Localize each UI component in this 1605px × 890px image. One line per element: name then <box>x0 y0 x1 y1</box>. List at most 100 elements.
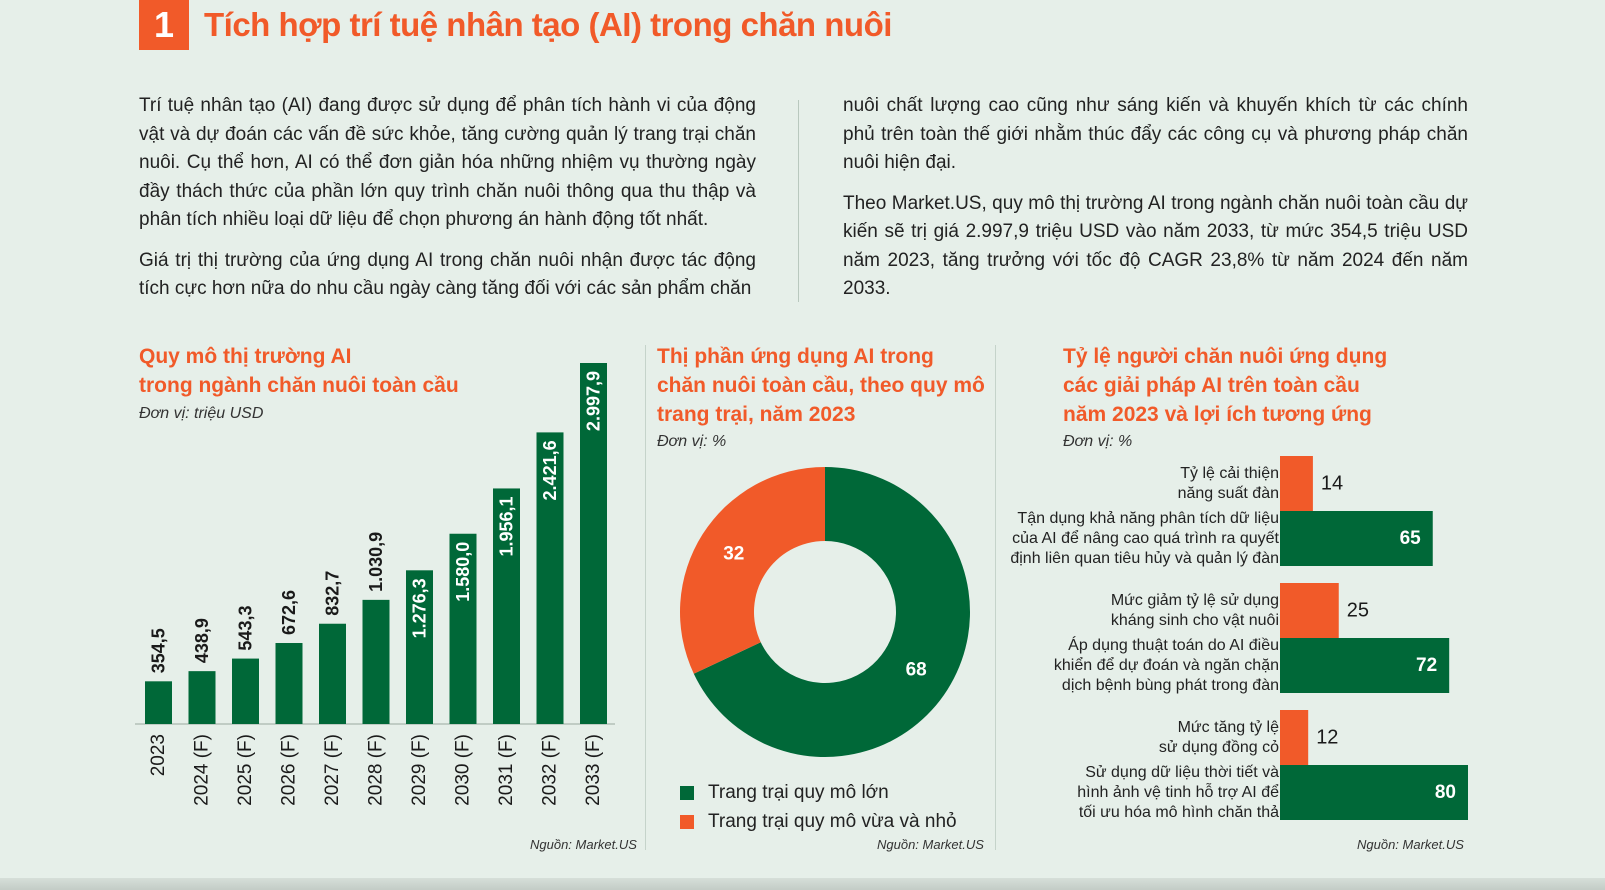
donut-slice <box>693 467 970 757</box>
bar-value-label: 14 <box>1321 473 1343 495</box>
label-line: của AI để nâng cao quá trình ra quyết <box>1012 529 1279 547</box>
bar-value-label: 25 <box>1347 600 1369 622</box>
x-tick-label: 2023 <box>148 734 169 776</box>
market-size-bar <box>275 643 303 724</box>
legend-swatch <box>680 785 694 800</box>
bar-value-label: 672,6 <box>279 590 299 635</box>
solution-label: Tận dụng khả năng phân tích dữ liệu của A… <box>959 509 1279 569</box>
market-size-bar <box>493 488 520 724</box>
chart-title-line: trang trại, năm 2023 <box>657 403 856 426</box>
x-tick-label: 2030 (F) <box>453 734 474 806</box>
bar-value-label: 1.276,3 <box>410 578 430 638</box>
x-tick-label: 2024 (F) <box>192 734 213 806</box>
bar-value-label: 1.030,9 <box>366 532 386 592</box>
article-right-column: nuôi chất lượng cao cũng như sáng kiến v… <box>843 92 1468 316</box>
bar-value-label: 80 <box>1435 782 1456 803</box>
bar-value-label: 1.956,1 <box>497 496 517 556</box>
solution-bar <box>1280 638 1450 693</box>
chart-title-line: Quy mô thị trường AI <box>139 345 352 368</box>
solution-label: Sử dụng dữ liệu thời tiết và hình ảnh vệ … <box>959 763 1279 823</box>
legend-item-small-medium-farms: Trang trại quy mô vừa và nhỏ <box>680 807 957 836</box>
market-size-chart-source: Nguồn: Market.US <box>530 837 637 852</box>
label-line: Áp dụng thuật toán do AI điều <box>1068 636 1279 654</box>
farm-share-chart-unit: Đơn vị: % <box>657 433 727 450</box>
x-tick-label: 2027 (F) <box>322 734 343 806</box>
label-line: sử dụng đồng cỏ <box>1158 738 1279 756</box>
market-size-bar-chart: 354,5 2023 438,9 2024 (F) 543,3 2025 (F) 672,6… <box>135 363 615 806</box>
farm-share-chart-source: Nguồn: Market.US <box>877 837 984 852</box>
ai-adoption-chart-unit: Đơn vị: % <box>1063 433 1133 450</box>
market-size-bar <box>319 623 346 724</box>
legend-label: Trang trại quy mô lớn <box>708 781 889 803</box>
bar-value-label: 2.421,6 <box>540 440 560 500</box>
chart-title-line: năm 2023 và lợi ích tương ứng <box>1063 403 1372 426</box>
section-number-badge: 1 <box>139 0 189 50</box>
label-line: tối ưu hóa mô hình chăn thả <box>1078 803 1279 821</box>
market-size-bar <box>406 570 433 724</box>
chart-divider <box>645 345 646 850</box>
ai-adoption-chart-title: Tỷ lệ người chăn nuôi ứng dụng các giải … <box>1063 342 1387 429</box>
bar-value-label: 354,5 <box>149 628 169 673</box>
x-tick-label: 2025 (F) <box>235 734 256 806</box>
market-size-bar <box>362 599 390 724</box>
bar-value-label: 1.580,0 <box>453 542 473 602</box>
solution-bar <box>1280 511 1433 566</box>
slice-value-label: 32 <box>723 544 744 565</box>
legend-swatch <box>680 814 694 829</box>
label-line: năng suất đàn <box>1177 484 1279 502</box>
label-line: Mức giảm tỷ lệ sử dụng <box>1110 591 1279 609</box>
article-paragraph: Theo Market.US, quy mô thị trường AI tro… <box>843 192 1468 300</box>
label-line: khiển để dự đoán và ngăn chặn <box>1053 656 1279 674</box>
market-size-bar <box>536 432 564 724</box>
x-tick-label: 2033 (F) <box>583 734 604 806</box>
farm-share-chart-title: Thị phần ứng dụng AI trong chăn nuôi toà… <box>657 342 985 429</box>
article-paragraph: Trí tuệ nhân tạo (AI) đang được sử dụng … <box>139 95 756 230</box>
farm-share-legend: Trang trại quy mô lớn Trang trại quy mô … <box>680 778 957 836</box>
legend-item-large-farms: Trang trại quy mô lớn <box>680 778 957 807</box>
chart-divider <box>995 345 996 850</box>
bar-value-label: 72 <box>1416 655 1437 676</box>
label-line: hình ảnh vệ tinh hỗ trợ AI để <box>1077 783 1279 801</box>
label-line: định liên quan tiêu hủy và quản lý đàn <box>1010 549 1279 567</box>
farm-share-donut-chart: 68 32 <box>680 467 970 757</box>
chart-title-line: chăn nuôi toàn cầu, theo quy mô <box>657 374 985 397</box>
chart-title-line: trong ngành chăn nuôi toàn cầu <box>139 374 459 397</box>
x-tick-label: 2029 (F) <box>409 734 430 806</box>
article-left-column: Trí tuệ nhân tạo (AI) đang được sử dụng … <box>139 92 756 316</box>
article-paragraph: Giá trị thị trường của ứng dụng AI trong… <box>139 249 756 300</box>
bottom-edge-shadow <box>0 878 1605 890</box>
bar-value-label: 12 <box>1316 727 1338 749</box>
market-size-bar <box>232 658 259 724</box>
ai-adoption-chart-source: Nguồn: Market.US <box>1357 837 1464 852</box>
x-tick-label: 2031 (F) <box>496 734 517 806</box>
benefit-bar <box>1280 583 1339 638</box>
benefit-label: Mức giảm tỷ lệ sử dụng kháng sinh cho vật… <box>959 591 1279 631</box>
x-tick-label: 2032 (F) <box>540 734 561 806</box>
bar-value-label: 2.997,9 <box>584 371 604 431</box>
market-size-chart-title: Quy mô thị trường AI trong ngành chăn nu… <box>139 342 459 400</box>
label-line: Mức tăng tỷ lệ <box>1177 718 1279 736</box>
column-divider <box>798 100 799 302</box>
label-line: Tỷ lệ cải thiện <box>1180 464 1279 482</box>
bar-value-label: 438,9 <box>192 618 212 663</box>
label-line: Sử dụng dữ liệu thời tiết và <box>1085 763 1279 781</box>
bar-value-label: 543,3 <box>236 606 256 651</box>
article-paragraph: nuôi chất lượng cao cũng như sáng kiến v… <box>843 95 1468 173</box>
bar-value-label: 65 <box>1400 528 1422 549</box>
donut-slice <box>680 467 825 674</box>
market-size-bar <box>580 363 607 724</box>
label-line: Tận dụng khả năng phân tích dữ liệu <box>1017 509 1279 527</box>
benefit-label: Tỷ lệ cải thiện năng suất đàn <box>959 464 1279 504</box>
benefit-bar <box>1280 456 1313 511</box>
section-title: Tích hợp trí tuệ nhân tạo (AI) trong chă… <box>204 6 892 43</box>
label-line: dịch bệnh bùng phát trong đàn <box>1061 676 1279 694</box>
label-line: kháng sinh cho vật nuôi <box>1110 611 1279 629</box>
solution-bar <box>1280 765 1468 820</box>
chart-title-line: các giải pháp AI trên toàn cầu <box>1063 374 1360 397</box>
x-tick-label: 2028 (F) <box>366 734 387 806</box>
market-size-bar <box>449 533 477 724</box>
bar-value-label: 832,7 <box>323 571 343 616</box>
market-size-bar <box>145 681 172 724</box>
x-tick-label: 2026 (F) <box>279 734 300 806</box>
